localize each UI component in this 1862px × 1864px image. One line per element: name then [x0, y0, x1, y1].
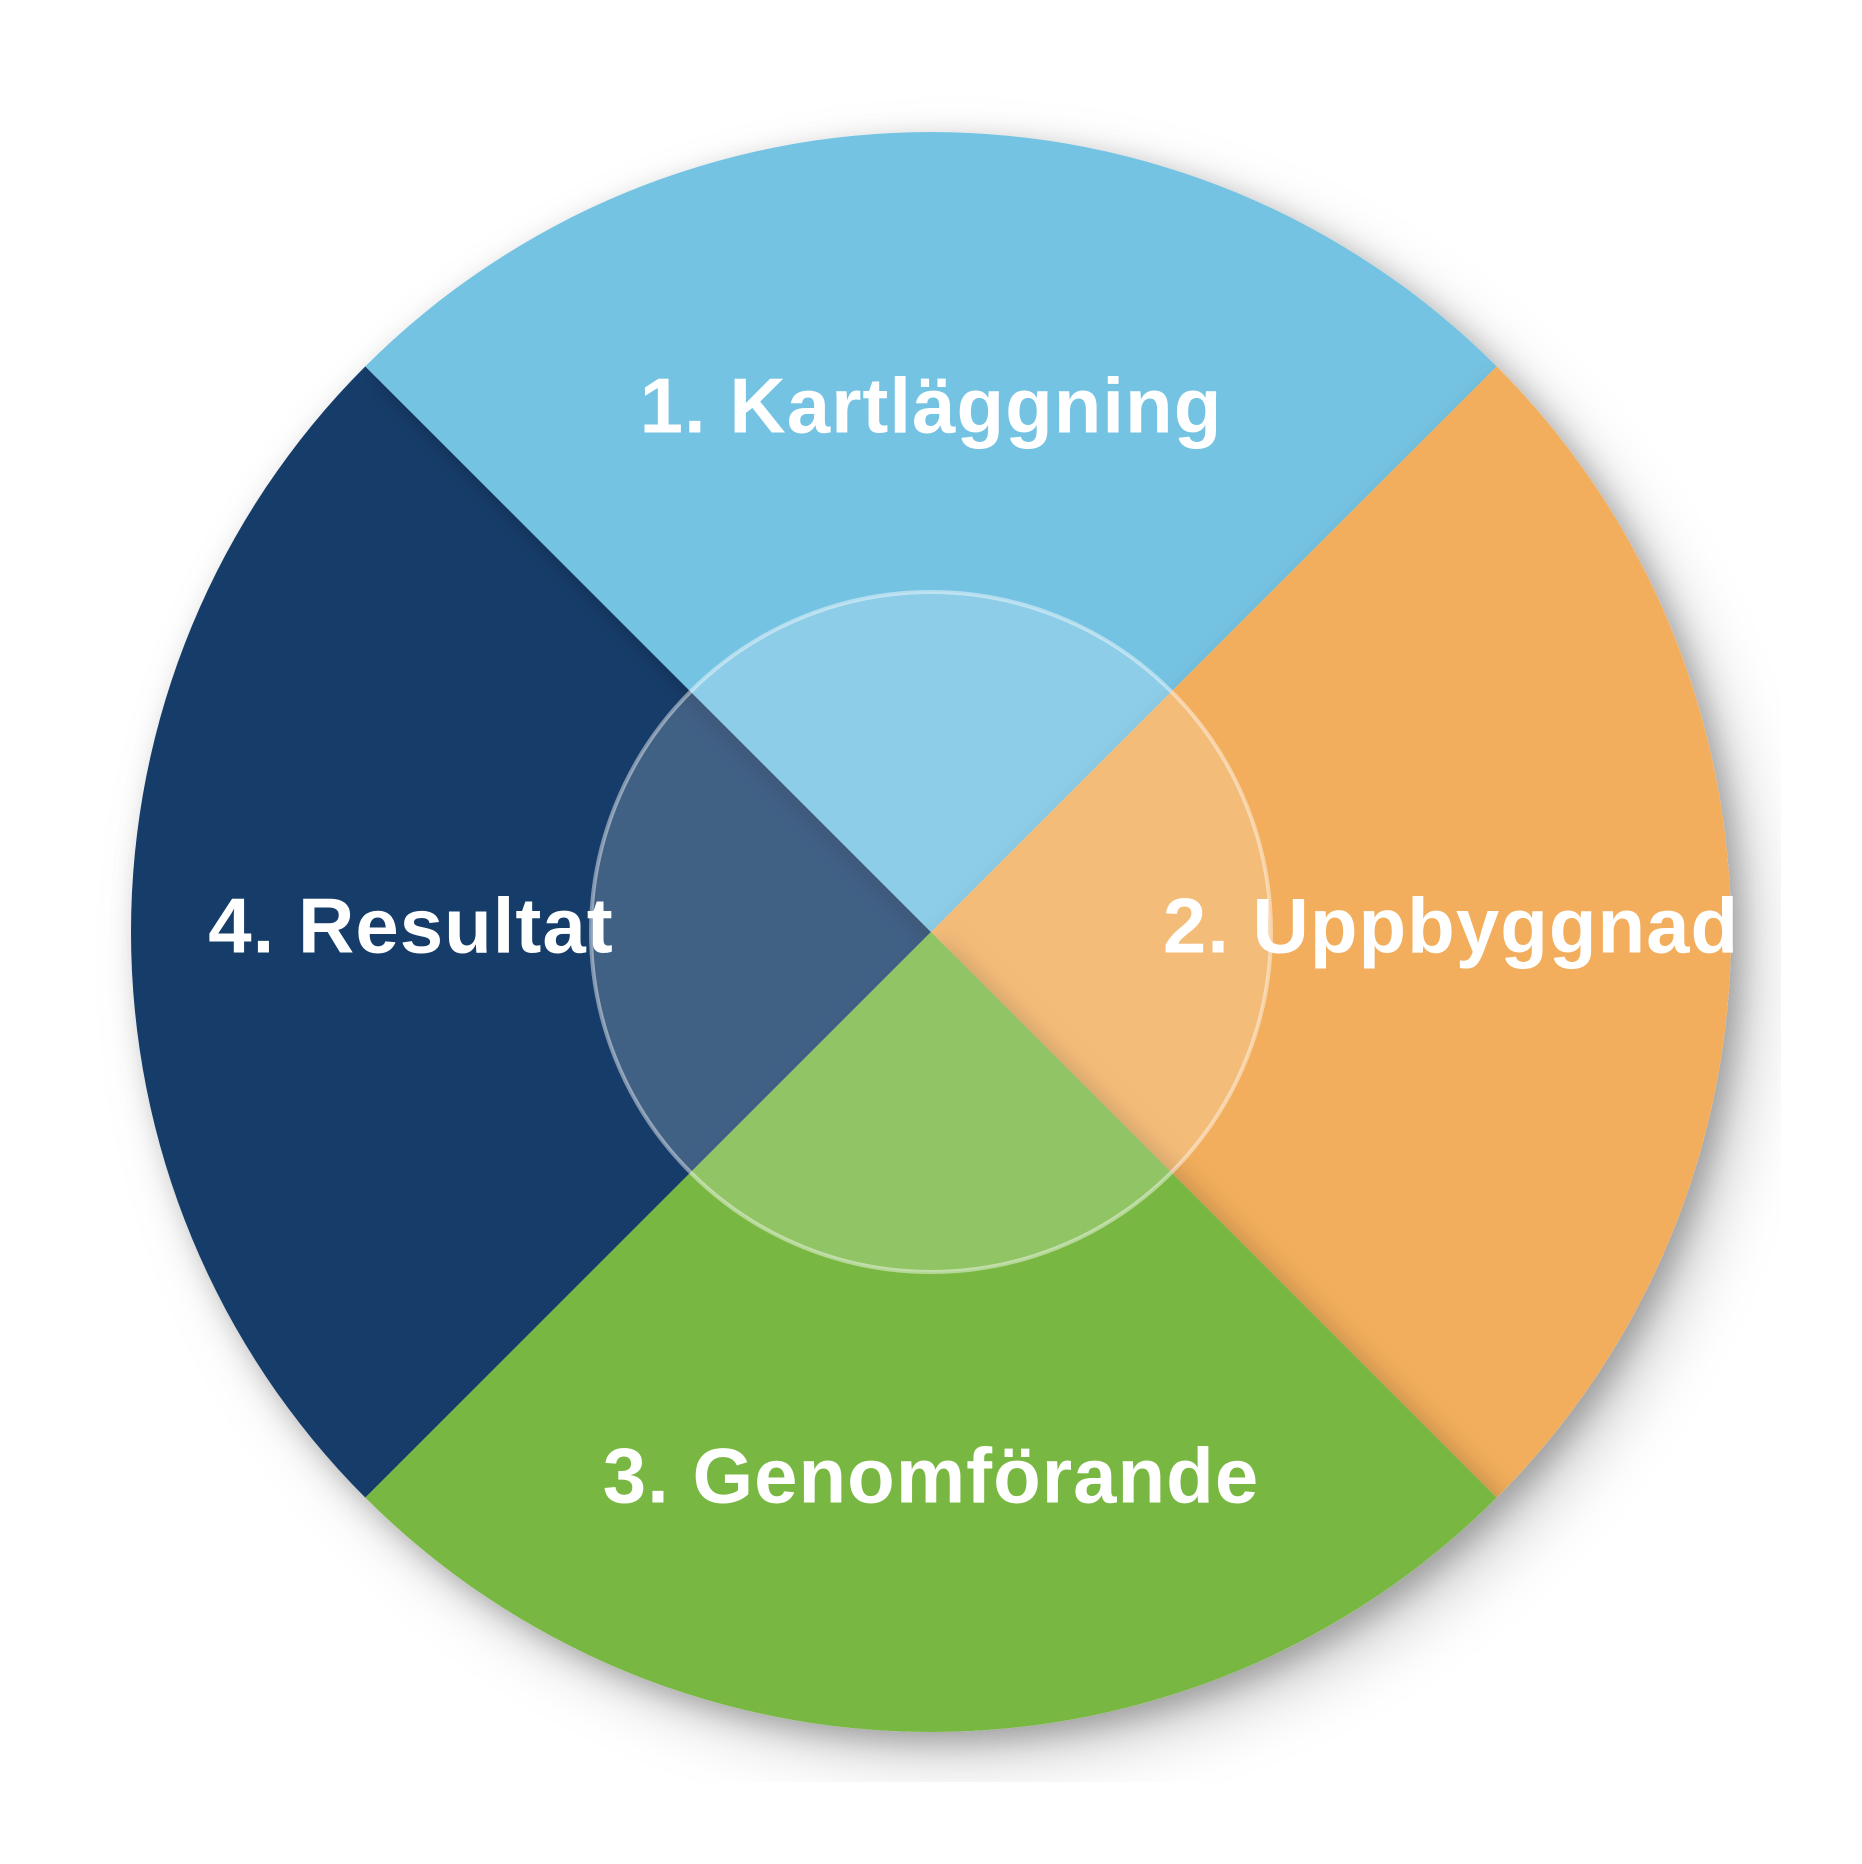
segment-label-4: 4. Resultat	[208, 882, 613, 970]
segment-label-2: 2. Uppbyggnad	[1163, 882, 1739, 970]
segment-label-3: 3. Genomförande	[603, 1432, 1259, 1520]
process-cycle-diagram: 1. Kartläggning 2. Uppbyggnad 3. Genomföra…	[81, 82, 1781, 1782]
segment-label-1: 1. Kartläggning	[640, 362, 1223, 450]
cycle-svg: 1. Kartläggning 2. Uppbyggnad 3. Genomföra…	[81, 82, 1781, 1782]
